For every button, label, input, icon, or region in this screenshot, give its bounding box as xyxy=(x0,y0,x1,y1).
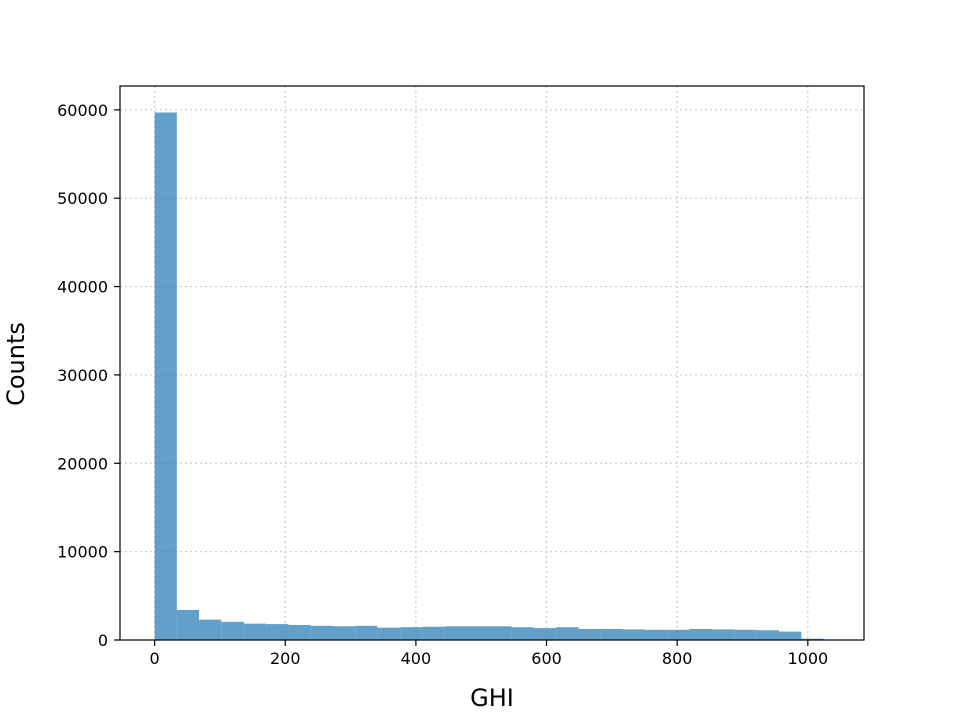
x-tick-label: 600 xyxy=(531,649,562,668)
histogram-bar xyxy=(645,629,668,640)
histogram-bar xyxy=(266,624,289,640)
y-tick-label: 20000 xyxy=(57,454,108,473)
histogram-bar xyxy=(734,629,757,640)
histogram-bar xyxy=(489,626,512,640)
histogram-bar xyxy=(511,627,534,640)
histogram-bar xyxy=(422,626,445,640)
x-tick-label: 400 xyxy=(401,649,432,668)
histogram-bar xyxy=(556,627,579,640)
histogram-bar xyxy=(400,627,423,640)
histogram-bar xyxy=(176,609,200,640)
histogram-bar xyxy=(377,627,401,640)
histogram-bar xyxy=(779,631,802,640)
histogram-bar xyxy=(444,626,467,640)
x-axis-label: GHI xyxy=(470,684,514,712)
y-tick-label: 0 xyxy=(98,631,108,650)
histogram-bar xyxy=(801,638,824,640)
plot-frame xyxy=(119,85,865,641)
histogram-bar xyxy=(310,625,333,640)
y-tick-label: 30000 xyxy=(57,366,108,385)
histogram-bar xyxy=(244,623,267,640)
axis-ticks: 0 200 400 600 800 100001000020000300004000050… xyxy=(57,101,828,668)
histogram-bar xyxy=(221,621,245,640)
histogram-bar xyxy=(533,628,557,640)
y-tick-label: 10000 xyxy=(57,543,108,562)
histogram-bar xyxy=(199,619,222,640)
y-tick-label: 50000 xyxy=(57,189,108,208)
histogram-bar xyxy=(667,629,690,640)
histogram-bar xyxy=(578,628,601,640)
y-tick-label: 40000 xyxy=(57,278,108,297)
histogram-bar xyxy=(600,628,623,640)
y-axis-label: Counts xyxy=(2,322,30,406)
x-tick-label: 200 xyxy=(270,649,301,668)
histogram-bar xyxy=(355,625,378,640)
x-tick-label: 1000 xyxy=(787,649,828,668)
x-tick-label: 800 xyxy=(662,649,693,668)
grid-lines xyxy=(120,86,864,641)
histogram-bar xyxy=(154,112,177,640)
histogram-bar xyxy=(288,624,311,640)
histogram-bar xyxy=(756,630,780,640)
histogram-bar xyxy=(622,629,646,640)
histogram-bar xyxy=(712,629,735,640)
histogram-bar xyxy=(689,628,713,640)
histogram-bars xyxy=(154,112,824,640)
histogram-bar xyxy=(332,626,356,640)
histogram-bar xyxy=(466,626,490,640)
x-tick-label: 0 xyxy=(150,649,160,668)
y-tick-label: 60000 xyxy=(57,101,108,120)
